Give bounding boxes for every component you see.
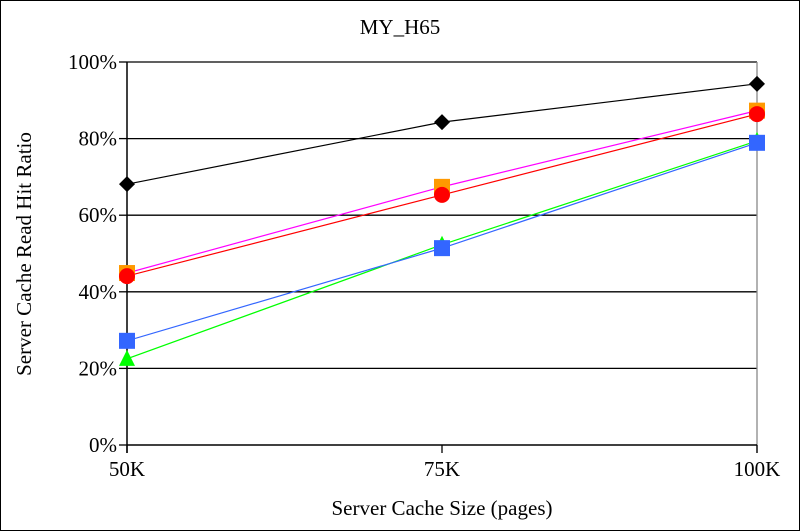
blue-square-point	[749, 134, 765, 151]
black-diamond-point	[749, 75, 765, 92]
x-tick-label: 75K	[424, 457, 460, 481]
chart-title: MY_H65	[360, 15, 441, 39]
red-circle-point	[434, 186, 450, 203]
blue-square-point	[119, 332, 135, 349]
black-diamond-point	[434, 114, 450, 131]
x-tick-label: 50K	[109, 457, 145, 481]
red-circle-point	[119, 268, 135, 285]
y-tick-label: 40%	[79, 280, 118, 304]
green-triangle-point	[119, 349, 135, 366]
y-tick-label: 100%	[68, 50, 117, 74]
x-axis-label: Server Cache Size (pages)	[332, 496, 553, 520]
y-axis-label: Server Cache Read Hit Ratio	[12, 132, 36, 376]
black-diamond-point	[119, 176, 135, 193]
x-tick-label: 100K	[734, 457, 781, 481]
y-tick-label: 80%	[79, 127, 118, 151]
y-tick-label: 60%	[79, 203, 118, 227]
y-tick-label: 20%	[79, 356, 118, 380]
blue-square-point	[434, 240, 450, 257]
red-circle-point	[749, 106, 765, 123]
y-tick-label: 0%	[89, 433, 117, 457]
